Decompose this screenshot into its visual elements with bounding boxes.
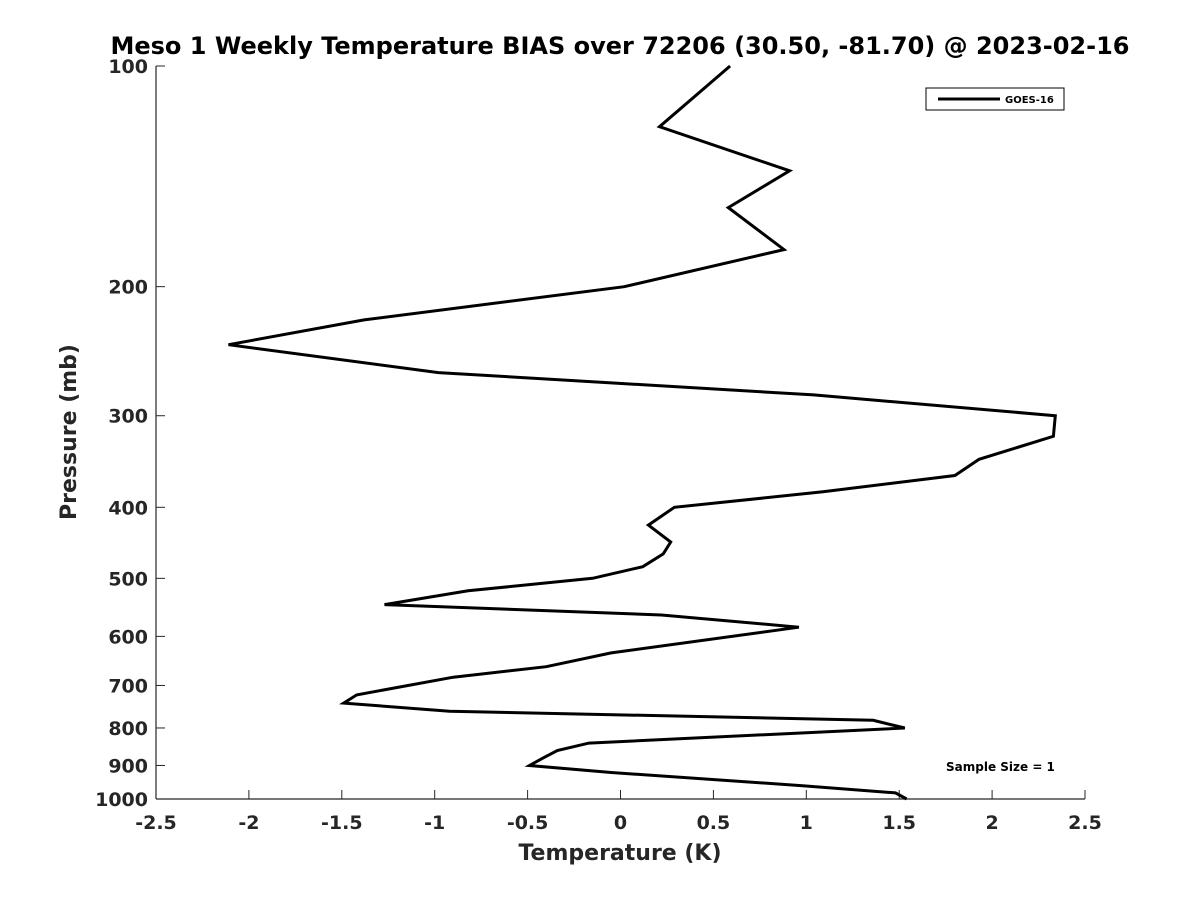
x-tick-label: -1.5 xyxy=(321,812,363,834)
series-line-goes-16 xyxy=(228,64,1057,801)
y-tick-label: 300 xyxy=(108,406,148,428)
y-tick-label: 500 xyxy=(108,568,148,590)
x-tick-label: 0.5 xyxy=(697,812,731,834)
y-tick-label: 900 xyxy=(108,755,148,777)
x-tick-label: 1 xyxy=(800,812,813,834)
y-tick-label: 200 xyxy=(108,277,148,299)
x-tick-label: 2.5 xyxy=(1068,812,1102,834)
series-layer xyxy=(228,64,1057,801)
y-tick-label: 700 xyxy=(108,675,148,697)
x-tick-label: 0 xyxy=(614,812,627,834)
y-tick-label: 400 xyxy=(108,497,148,519)
x-axis-label: Temperature (K) xyxy=(518,841,721,866)
y-axis-label: Pressure (mb) xyxy=(57,344,82,520)
chart-title: Meso 1 Weekly Temperature BIAS over 7220… xyxy=(110,32,1129,60)
x-tick-label: 2 xyxy=(985,812,998,834)
plot-area xyxy=(156,66,1085,799)
x-tick-label: -0.5 xyxy=(507,812,549,834)
x-tick-label: -2 xyxy=(238,812,259,834)
x-tick-label: 1.5 xyxy=(882,812,916,834)
x-tick-label: -1 xyxy=(424,812,445,834)
legend: GOES-16 xyxy=(925,87,1065,111)
y-tick-label: 600 xyxy=(108,626,148,648)
y-tick-label: 100 xyxy=(108,56,148,78)
x-tick-label: -2.5 xyxy=(135,812,177,834)
axes: -2.5 -2 -1.5 -1 -0.5 0 0.5 1 1.5 2 2.5 100 200 300 400… xyxy=(95,56,1102,834)
legend-label-goes-16: GOES-16 xyxy=(1005,95,1054,106)
sample-size-annotation: Sample Size = 1 xyxy=(946,760,1055,774)
y-tick-label: 800 xyxy=(108,718,148,740)
y-tick-label: 1000 xyxy=(95,789,148,811)
